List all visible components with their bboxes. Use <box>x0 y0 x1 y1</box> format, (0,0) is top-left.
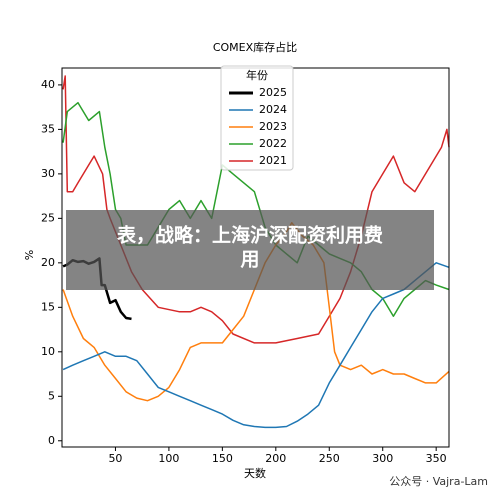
legend-label: 2023 <box>259 120 287 133</box>
y-tick-label: 35 <box>41 122 55 135</box>
banner-text: 表，战略：上海沪深配资利用费 <box>117 224 383 247</box>
x-tick-label: 100 <box>158 452 179 465</box>
line-series <box>62 75 450 344</box>
y-tick-label: 25 <box>41 211 55 224</box>
y-tick-label: 15 <box>41 300 55 313</box>
legend-label: 2022 <box>259 137 287 150</box>
y-tick-label: 0 <box>48 434 55 447</box>
legend-label: 2021 <box>259 154 287 167</box>
x-tick-label: 250 <box>319 452 340 465</box>
line-series <box>62 262 450 429</box>
y-tick-label: 40 <box>41 78 55 91</box>
legend: 年份 2025 2024 2023 2022 2021 <box>220 65 294 171</box>
line-series <box>62 101 450 317</box>
x-tick-label: 50 <box>108 452 122 465</box>
y-tick-label: 10 <box>41 345 55 358</box>
x-tick-label: 200 <box>265 452 286 465</box>
legend-title: 年份 <box>246 68 268 82</box>
banner-background <box>66 210 434 290</box>
x-axis-label: 天数 <box>244 467 266 480</box>
y-tick-label: 5 <box>48 389 55 402</box>
legend-label: 2024 <box>259 103 287 116</box>
watermark: 公众号 · Vajra-Lam <box>389 475 488 488</box>
x-tick-label: 300 <box>372 452 393 465</box>
legend-label: 2025 <box>259 86 287 99</box>
chart-title: COMEX库存占比 <box>213 40 297 54</box>
banner-text: 用 <box>240 249 259 271</box>
x-tick-label: 150 <box>212 452 233 465</box>
x-tick-label: 350 <box>426 452 447 465</box>
y-tick-label: 20 <box>41 256 55 269</box>
y-axis-label: % <box>23 250 36 260</box>
y-tick-label: 30 <box>41 167 55 180</box>
